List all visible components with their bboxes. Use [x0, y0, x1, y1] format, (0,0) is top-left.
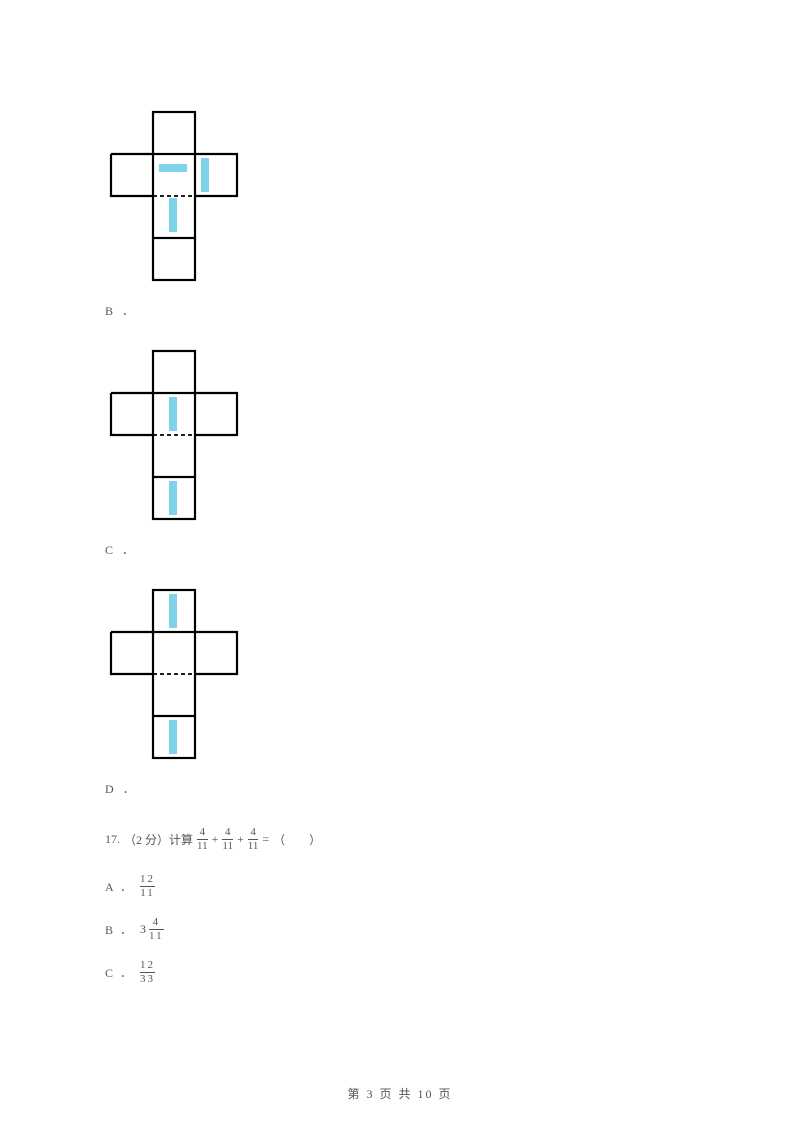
cross-net-d: [105, 588, 255, 768]
question-17: 17. （2 分）计算 4 11 + 4 11 + 4 11 = （ ）: [105, 827, 695, 852]
frac-den: 33: [140, 972, 155, 985]
choice-a: A ． 12 11: [105, 874, 695, 899]
q17-frac-1: 4 11: [197, 827, 208, 852]
choice-a-frac: 12 11: [140, 874, 155, 899]
choice-b-mixed: 3 4 11: [140, 917, 164, 942]
option-b-label: B ．: [105, 302, 695, 319]
cross-net-b: [105, 110, 255, 290]
choice-c-frac: 12 33: [140, 960, 155, 985]
cross-net-c: [105, 349, 255, 529]
q17-number: 17.: [105, 832, 120, 847]
option-d-label: D ．: [105, 780, 695, 797]
diagram-c: [105, 349, 695, 529]
choice-b-label: B ．: [105, 921, 134, 938]
frac-den: 11: [248, 839, 259, 852]
mixed-whole: 3: [140, 922, 148, 937]
q17-points: （2 分）计算: [124, 831, 193, 848]
frac-num: 12: [140, 874, 155, 886]
frac-num: 12: [140, 960, 155, 972]
paren-blank: （ ）: [273, 831, 321, 848]
frac-den: 11: [222, 839, 233, 852]
q17-frac-2: 4 11: [222, 827, 233, 852]
diagram-d: [105, 588, 695, 768]
choice-b: B ． 3 4 11: [105, 917, 695, 942]
page-footer: 第 3 页 共 10 页: [0, 1085, 800, 1102]
q17-frac-3: 4 11: [248, 827, 259, 852]
frac-num: 4: [153, 917, 161, 929]
choice-c-label: C ．: [105, 964, 134, 981]
page-container: B ． C ．: [0, 0, 800, 1132]
frac-num: 4: [250, 827, 256, 839]
choice-c: C ． 12 33: [105, 960, 695, 985]
plus-1: +: [212, 832, 219, 847]
diagram-b: [105, 110, 695, 290]
frac-num: 4: [200, 827, 206, 839]
frac-den: 11: [140, 886, 155, 899]
frac-num: 4: [225, 827, 231, 839]
equals: =: [262, 832, 269, 847]
option-c-label: C ．: [105, 541, 695, 558]
choice-a-label: A ．: [105, 878, 134, 895]
frac-den: 11: [197, 839, 208, 852]
plus-2: +: [237, 832, 244, 847]
choice-b-frac: 4 11: [149, 917, 164, 942]
frac-den: 11: [149, 929, 164, 942]
